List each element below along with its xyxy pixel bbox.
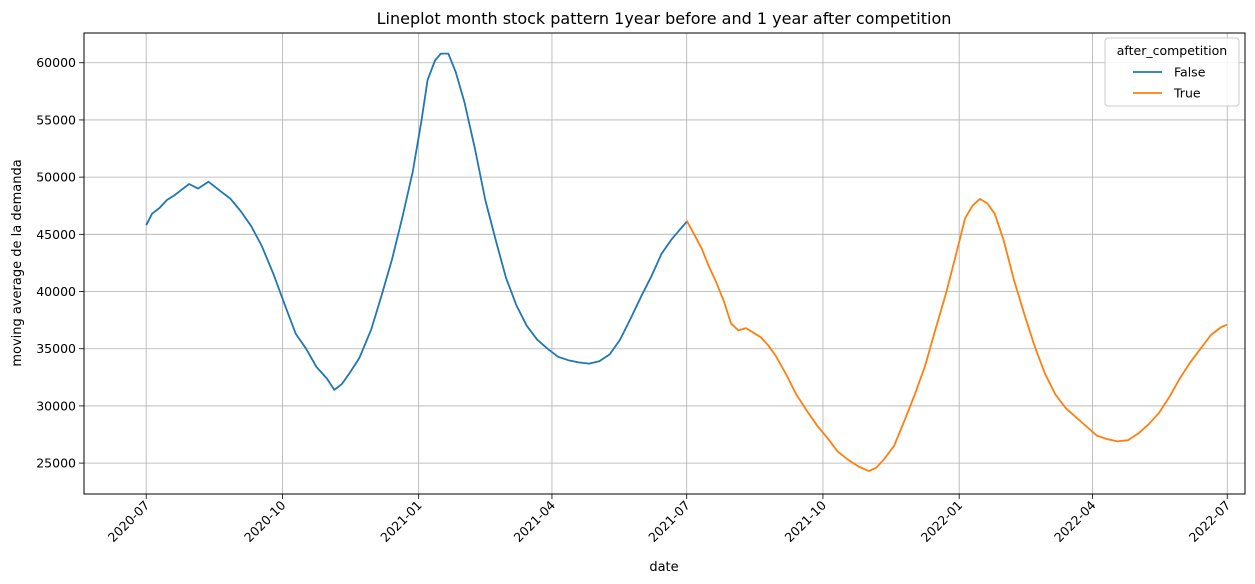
y-tick-label: 60000 <box>36 55 76 70</box>
x-tick-label: 2021-04 <box>511 497 559 545</box>
y-tick-label: 25000 <box>36 456 76 471</box>
legend: after_competition False True <box>1104 37 1240 107</box>
x-tick-label: 2021-10 <box>782 497 830 545</box>
chart-title: Lineplot month stock pattern 1year befor… <box>377 9 952 28</box>
y-axis-label: moving average de la demanda <box>10 159 25 366</box>
x-tick-label: 2022-07 <box>1186 498 1234 546</box>
y-tick-label: 35000 <box>36 341 76 356</box>
y-tick-label: 40000 <box>36 284 76 299</box>
x-tick-label: 2020-07 <box>105 498 153 546</box>
y-tick-label: 30000 <box>36 398 76 413</box>
y-axis: 25000 30000 35000 40000 45000 50000 55000 60000 <box>36 55 84 471</box>
x-tick-label: 2021-07 <box>645 498 693 546</box>
series-layer <box>145 52 1228 472</box>
x-tick-label: 2021-01 <box>377 498 425 546</box>
y-tick-label: 50000 <box>36 170 76 185</box>
plot-frame <box>83 32 1246 495</box>
legend-label-true: True <box>1173 86 1201 101</box>
x-tick-label: 2020-10 <box>241 497 289 545</box>
x-tick-label: 2022-04 <box>1051 497 1099 545</box>
y-tick-label: 55000 <box>36 112 76 127</box>
y-tick-label: 45000 <box>36 227 76 242</box>
series-line-false <box>145 52 688 391</box>
grid-lines <box>84 33 1245 494</box>
legend-box <box>1104 37 1240 107</box>
legend-title: after_competition <box>1117 43 1227 58</box>
x-tick-label: 2022-01 <box>918 498 966 546</box>
x-axis-label: date <box>649 560 678 575</box>
x-axis: 2020-07 2020-10 2021-01 2021-04 2021-07 2021-… <box>105 494 1234 546</box>
series-line-true <box>685 198 1228 472</box>
legend-label-false: False <box>1174 65 1206 80</box>
